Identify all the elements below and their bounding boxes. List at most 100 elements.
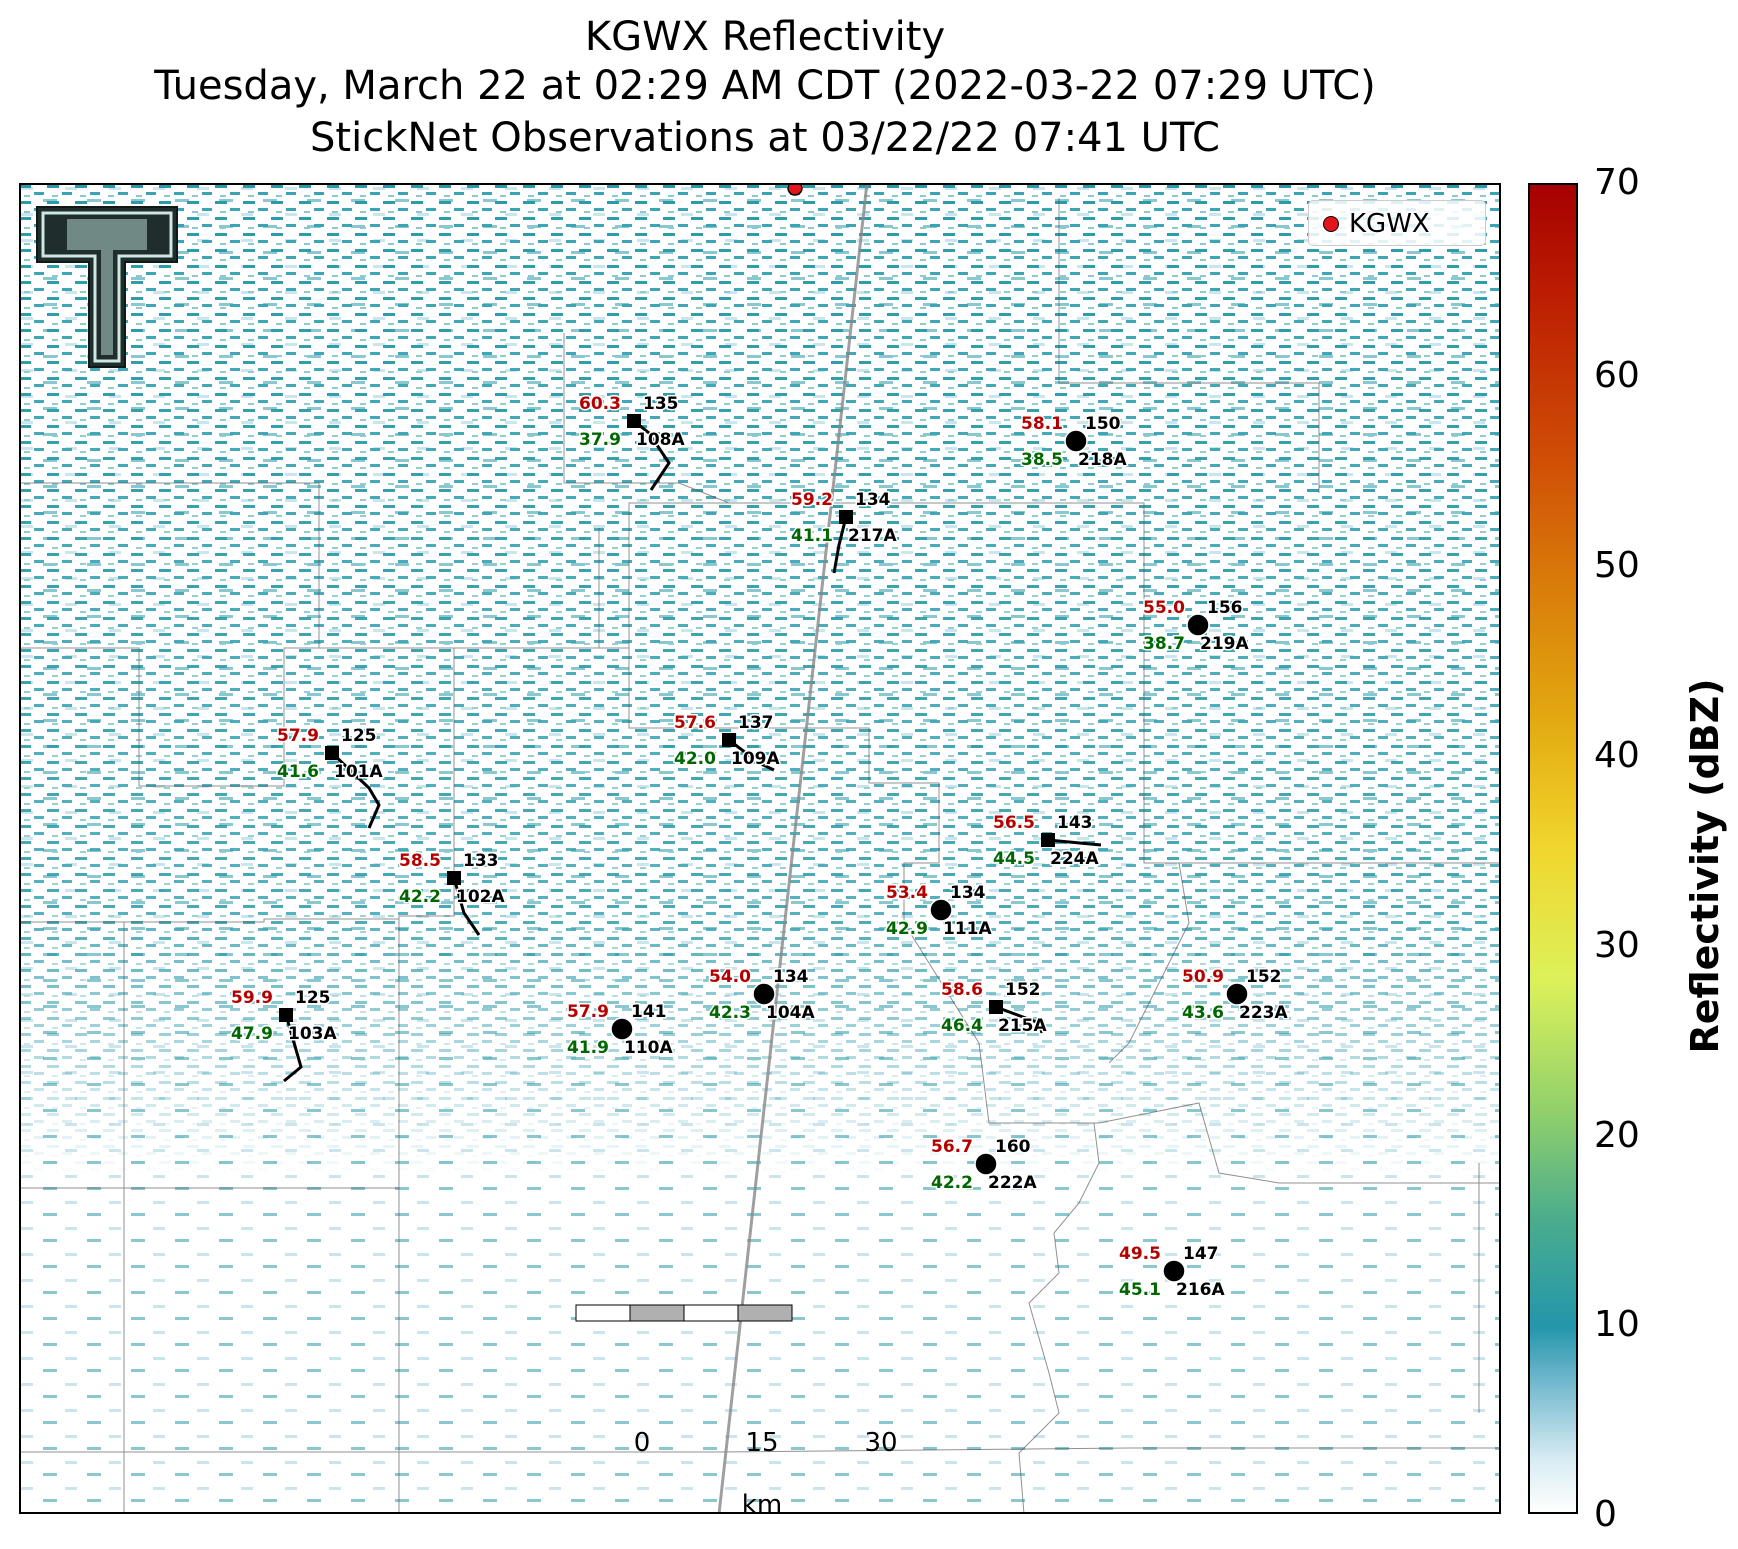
station-temperature: 56.7	[931, 1137, 973, 1157]
station-dewpoint: 41.1	[791, 526, 833, 546]
station-102a: 58.5 133 42.2 102A	[398, 850, 507, 936]
station-value: 156	[1207, 598, 1243, 618]
station-value: 134	[773, 967, 809, 987]
station-id: 224A	[1050, 849, 1099, 869]
station-value: 150	[1085, 414, 1121, 434]
station-temperature: 53.4	[886, 883, 928, 903]
station-temperature: 58.1	[1021, 414, 1063, 434]
station-marker-circle	[929, 898, 953, 922]
colorbar-tick-70: 70	[1594, 162, 1640, 203]
wind-barb	[633, 419, 671, 491]
station-id: 217A	[848, 526, 897, 546]
station-id: 102A	[456, 887, 505, 907]
colorbar-tick-30: 30	[1594, 925, 1640, 966]
highway-line	[717, 183, 869, 1514]
station-value: 160	[995, 1137, 1031, 1157]
station-id: 218A	[1078, 450, 1127, 470]
station-temperature: 50.9	[1182, 967, 1224, 987]
station-value: 141	[631, 1002, 667, 1022]
wind-barb	[330, 751, 381, 829]
station-marker-circle	[752, 982, 776, 1006]
station-215a: 58.6 152 46.4 215A	[940, 979, 1049, 1038]
logo-tt	[36, 206, 178, 368]
station-value: 125	[341, 726, 377, 746]
station-marker-circle	[1225, 982, 1249, 1006]
station-101a: 57.9 125 41.6 101A	[276, 725, 385, 829]
wind-barb	[1047, 838, 1102, 847]
station-temperature: 56.5	[993, 813, 1035, 833]
kgwx-legend-marker	[1323, 216, 1339, 232]
station-dewpoint: 46.4	[941, 1016, 983, 1036]
station-219a: 55.0 156 38.7 219A	[1142, 597, 1251, 656]
station-dewpoint: 43.6	[1182, 1003, 1224, 1023]
station-222a: 56.7 160 42.2 222A	[930, 1136, 1039, 1195]
station-dewpoint: 42.2	[931, 1173, 973, 1193]
station-value: 134	[950, 883, 986, 903]
station-marker-square	[839, 510, 853, 524]
title-line-3: StickNet Observations at 03/22/22 07:41 …	[310, 115, 1220, 161]
station-223a: 50.9 152 43.6 223A	[1181, 966, 1290, 1025]
wind-barb	[452, 877, 481, 936]
station-id: 101A	[334, 762, 383, 782]
station-id: 216A	[1176, 1280, 1225, 1300]
station-value: 152	[1246, 967, 1282, 987]
station-marker-square	[1041, 833, 1055, 847]
station-103a: 59.9 125 47.9 103A	[230, 987, 339, 1083]
station-id: 223A	[1239, 1003, 1288, 1023]
wind-barb	[283, 1014, 303, 1083]
station-value: 134	[855, 490, 891, 510]
station-dewpoint: 42.0	[674, 749, 716, 769]
colorbar-label: Reflectivity (dBZ)	[1683, 678, 1727, 1054]
scale-unit: km	[741, 1490, 783, 1520]
station-temperature: 55.0	[1143, 598, 1185, 618]
colorbar	[1528, 183, 1578, 1514]
station-dewpoint: 41.6	[277, 762, 319, 782]
station-218a: 58.1 150 38.5 218A	[1020, 413, 1129, 472]
map-frame	[19, 183, 1501, 1514]
station-temperature: 57.6	[674, 713, 716, 733]
station-id: 103A	[288, 1024, 337, 1044]
station-temperature: 59.9	[231, 988, 273, 1008]
station-id: 222A	[988, 1173, 1037, 1193]
station-dewpoint: 45.1	[1119, 1280, 1161, 1300]
station-id: 215A	[998, 1016, 1047, 1036]
station-marker-square	[989, 1000, 1003, 1014]
colorbar-tick-60: 60	[1594, 355, 1640, 396]
title-line-2: Tuesday, March 22 at 02:29 AM CDT (2022-…	[154, 63, 1376, 109]
wind-barb	[728, 738, 775, 772]
station-dewpoint: 47.9	[231, 1024, 273, 1044]
map-legend: KGWX	[1308, 200, 1486, 246]
kgwx-radar-site	[787, 183, 803, 196]
wind-barb	[995, 1005, 1044, 1034]
kgwx-legend-label: KGWX	[1349, 209, 1430, 239]
station-marker-circle	[1186, 613, 1210, 637]
scale-bar	[575, 1304, 793, 1322]
station-dewpoint: 38.5	[1021, 450, 1063, 470]
station-value: 133	[463, 851, 499, 871]
station-marker-square	[447, 871, 461, 885]
station-dewpoint: 38.7	[1143, 634, 1185, 654]
station-value: 143	[1057, 813, 1093, 833]
title-line-1: KGWX Reflectivity	[584, 14, 946, 60]
station-216a: 49.5 147 45.1 216A	[1118, 1243, 1227, 1302]
station-id: 111A	[943, 919, 992, 939]
station-dewpoint: 37.9	[579, 430, 621, 450]
colorbar-tick-40: 40	[1594, 735, 1640, 776]
scale-tick-15: 15	[745, 1428, 779, 1458]
station-109a: 57.6 137 42.0 109A	[673, 712, 782, 772]
station-111a: 53.4 134 42.9 111A	[885, 882, 994, 941]
station-224a: 56.5 143 44.5 224A	[992, 812, 1102, 871]
station-temperature: 58.6	[941, 980, 983, 1000]
station-value: 125	[295, 988, 331, 1008]
station-dewpoint: 41.9	[567, 1038, 609, 1058]
station-temperature: 59.2	[791, 490, 833, 510]
colorbar-tick-0: 0	[1594, 1494, 1617, 1535]
station-marker-square	[722, 733, 736, 747]
station-temperature: 49.5	[1119, 1244, 1161, 1264]
station-marker-circle	[974, 1152, 998, 1176]
station-temperature: 57.9	[277, 726, 319, 746]
station-marker-square	[325, 746, 339, 760]
station-marker-square	[279, 1008, 293, 1022]
colorbar-tick-50: 50	[1594, 545, 1640, 586]
